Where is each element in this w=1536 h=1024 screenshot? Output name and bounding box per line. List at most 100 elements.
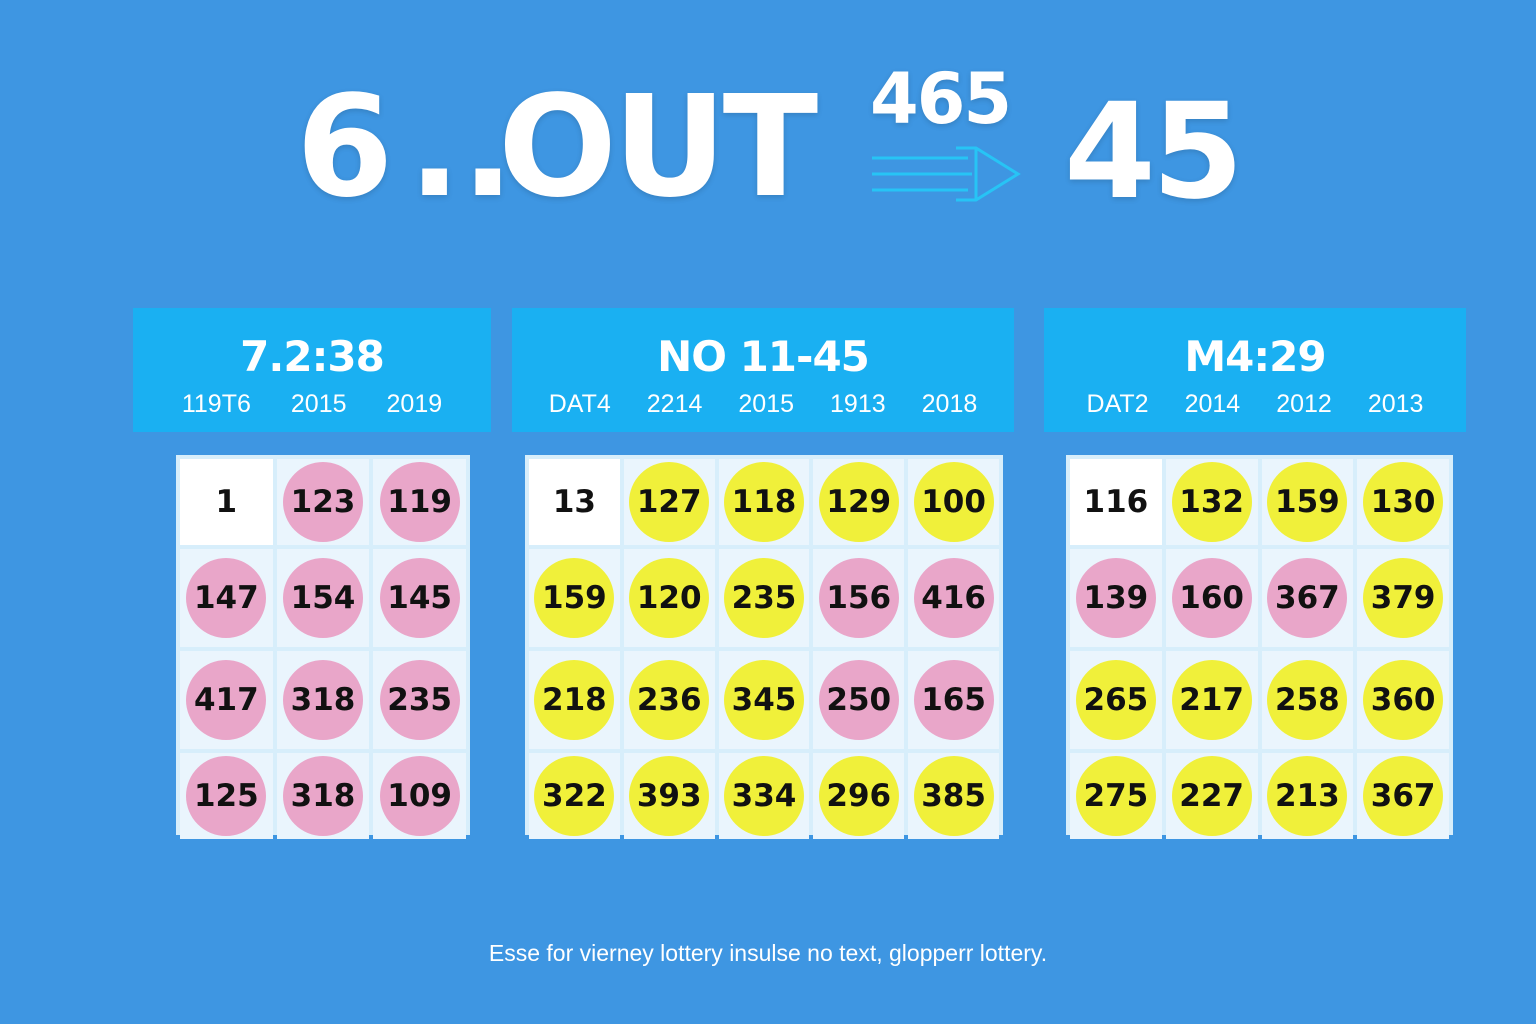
grid-cell: 258 xyxy=(1261,651,1354,749)
number-ball: 156 xyxy=(818,558,899,638)
column-label: 2012 xyxy=(1276,390,1332,418)
grid-cell: 318 xyxy=(276,651,370,749)
hero-banner: 6 .. OUT 465 45 xyxy=(0,0,1536,260)
hero-right-number: 45 xyxy=(1064,75,1244,229)
panel-header: NO 11-45 DAT4 2214 2015 1913 2018 xyxy=(512,308,1014,432)
grid-cell: 159 xyxy=(1261,459,1354,545)
grid-cell: 1 xyxy=(180,459,273,545)
grid-cell: 13 xyxy=(529,459,620,545)
grid-cell: 132 xyxy=(1165,459,1258,545)
grid-cell: 100 xyxy=(908,459,999,545)
grid-cell: 116 xyxy=(1070,459,1162,545)
number-ball: 367 xyxy=(1267,558,1348,638)
number-ball: 296 xyxy=(818,756,899,836)
number-label: 1 xyxy=(215,484,238,520)
number-ball: 385 xyxy=(913,756,994,836)
grid-cell: 318 xyxy=(276,753,370,839)
number-ball: 100 xyxy=(913,462,994,542)
column-label: 2013 xyxy=(1367,390,1424,418)
grid-cell: 109 xyxy=(373,753,466,839)
number-ball: 345 xyxy=(723,660,804,740)
grid-cell: 417 xyxy=(180,651,273,749)
number-ball: 109 xyxy=(379,756,460,836)
grid-cell: 129 xyxy=(813,459,905,545)
grid-cell: 139 xyxy=(1070,549,1162,647)
grid-cell: 236 xyxy=(623,651,715,749)
grid-cell: 120 xyxy=(623,549,715,647)
grid-cell: 379 xyxy=(1357,549,1449,647)
number-ball: 275 xyxy=(1075,756,1156,836)
grid-cell: 367 xyxy=(1357,753,1449,839)
hero-dots: .. xyxy=(408,66,515,229)
grid-cell: 125 xyxy=(180,753,273,839)
grid-cell: 227 xyxy=(1165,753,1258,839)
number-ball: 379 xyxy=(1363,558,1444,638)
panel-column-labels: DAT2 2014 2012 2013 xyxy=(1044,390,1466,419)
number-ball: 235 xyxy=(723,558,804,638)
panel-column-labels: 119T6 2015 2019 xyxy=(133,390,491,419)
grid-cell: 250 xyxy=(813,651,905,749)
grid-cell: 154 xyxy=(276,549,370,647)
number-ball: 154 xyxy=(282,558,363,638)
number-ball: 417 xyxy=(186,660,267,740)
number-ball: 125 xyxy=(186,756,267,836)
grid-cell: 296 xyxy=(813,753,905,839)
grid-cell: 159 xyxy=(529,549,620,647)
column-label: 1913 xyxy=(830,390,886,418)
number-grid-1: 1 123 119 147 154 145 417 318 235 125 318 109 xyxy=(176,455,470,839)
number-ball: 129 xyxy=(818,462,899,542)
number-ball: 160 xyxy=(1171,558,1252,638)
column-label: 2018 xyxy=(921,390,978,418)
panel-header: M4:29 DAT2 2014 2012 2013 xyxy=(1044,308,1466,432)
grid-cell: 145 xyxy=(373,549,466,647)
grid-cell: 235 xyxy=(373,651,466,749)
panel-title: 7.2:38 xyxy=(240,332,385,381)
grid-cell: 156 xyxy=(813,549,905,647)
number-ball: 139 xyxy=(1075,558,1156,638)
grid-cell: 360 xyxy=(1357,651,1449,749)
grid-cell: 123 xyxy=(276,459,370,545)
grid-cell: 130 xyxy=(1357,459,1449,545)
number-ball: 258 xyxy=(1267,660,1348,740)
column-label: 2015 xyxy=(290,390,347,418)
number-ball: 165 xyxy=(913,660,994,740)
number-ball: 159 xyxy=(1267,462,1348,542)
number-ball: 123 xyxy=(282,462,363,542)
number-ball: 318 xyxy=(282,756,363,836)
number-ball: 334 xyxy=(723,756,804,836)
panel-title: M4:29 xyxy=(1184,332,1326,381)
number-ball: 393 xyxy=(629,756,710,836)
number-ball: 119 xyxy=(379,462,460,542)
number-ball: 132 xyxy=(1171,462,1252,542)
number-ball: 367 xyxy=(1363,756,1444,836)
column-label: 2014 xyxy=(1184,390,1241,418)
grid-cell: 213 xyxy=(1261,753,1354,839)
number-ball: 218 xyxy=(534,660,615,740)
number-ball: 318 xyxy=(282,660,363,740)
panel-column-labels: DAT4 2214 2015 1913 2018 xyxy=(512,390,1014,419)
number-ball: 227 xyxy=(1171,756,1252,836)
grid-cell: 334 xyxy=(718,753,810,839)
grid-cell: 385 xyxy=(908,753,999,839)
grid-cell: 217 xyxy=(1165,651,1258,749)
grid-cell: 275 xyxy=(1070,753,1162,839)
number-grid-2: 13 127 118 129 100 159 120 235 156 416 218 236 345 25… xyxy=(525,455,1003,839)
number-grid-3: 116 132 159 130 139 160 367 379 265 217 258 360 275 2… xyxy=(1066,455,1453,839)
number-ball: 147 xyxy=(186,558,267,638)
number-ball: 360 xyxy=(1363,660,1444,740)
grid-cell: 345 xyxy=(718,651,810,749)
grid-cell: 322 xyxy=(529,753,620,839)
grid-cell: 367 xyxy=(1261,549,1354,647)
panel-title: NO 11-45 xyxy=(657,332,870,381)
grid-cell: 416 xyxy=(908,549,999,647)
grid-cell: 265 xyxy=(1070,651,1162,749)
number-label: 116 xyxy=(1083,484,1149,520)
number-ball: 145 xyxy=(379,558,460,638)
column-label: 2214 xyxy=(646,390,703,418)
grid-cell: 393 xyxy=(623,753,715,839)
footer-caption: Esse for vierney lottery insulse no text… xyxy=(488,940,1048,966)
hero-small-number: 465 xyxy=(870,58,1012,140)
number-ball: 322 xyxy=(534,756,615,836)
column-label: DAT4 xyxy=(548,390,611,418)
number-ball: 127 xyxy=(629,462,710,542)
